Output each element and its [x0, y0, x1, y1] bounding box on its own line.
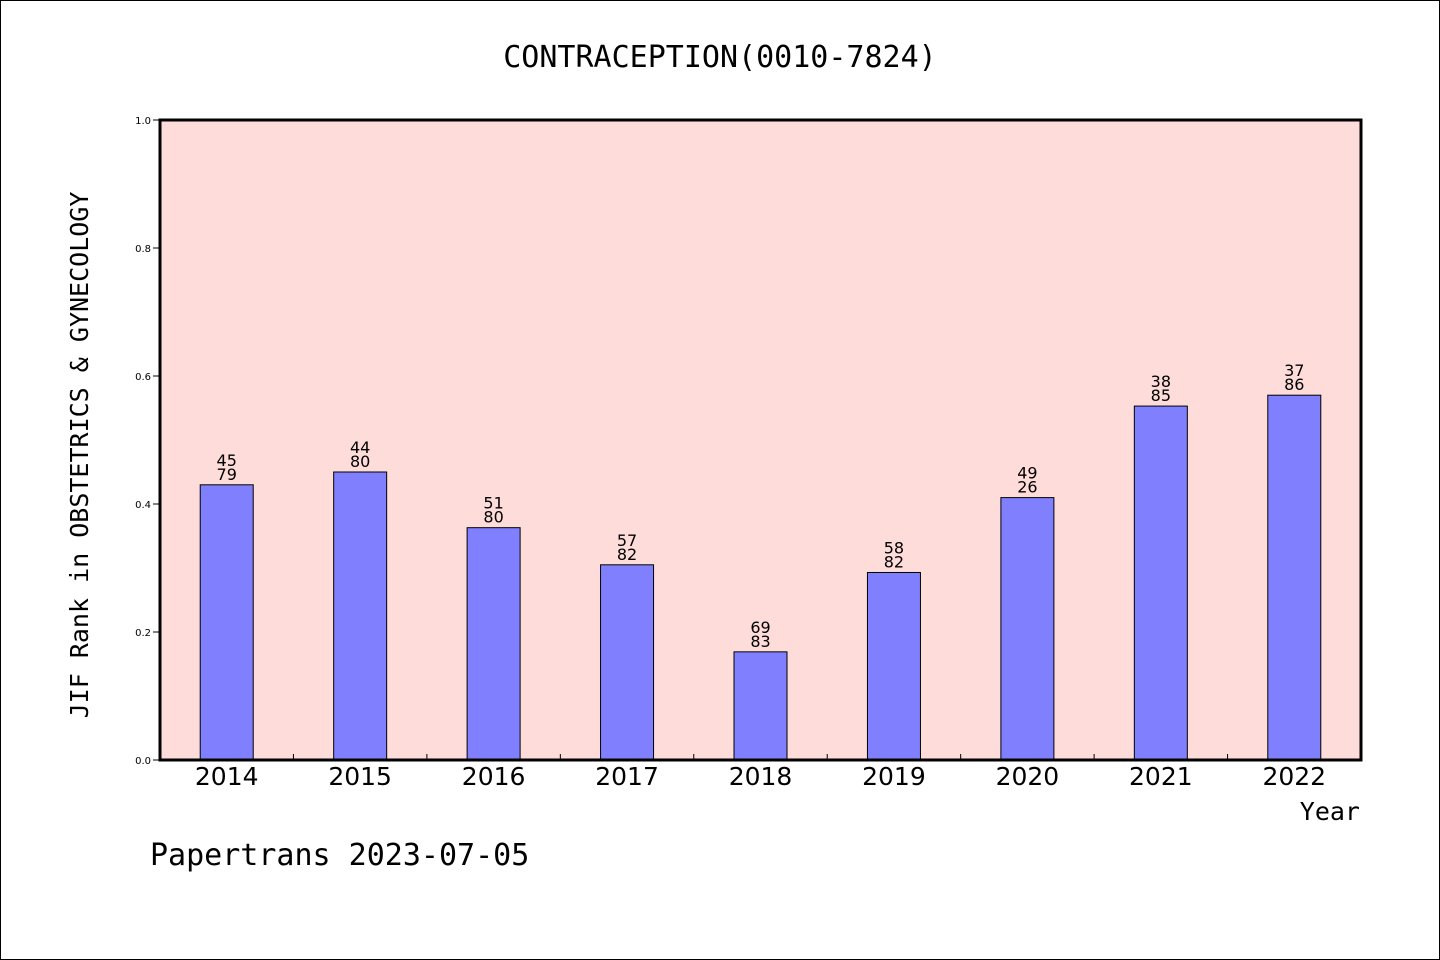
y-tick-label: 0.8 — [135, 244, 151, 255]
x-tick-label-2016: 2016 — [462, 762, 526, 791]
y-axis: 0.0 0.2 0.4 0.6 0.8 1.0 — [135, 116, 160, 767]
bar-2021 — [1133, 405, 1188, 761]
x-tick-label-2021: 2021 — [1129, 762, 1193, 791]
plot-border — [158, 118, 1363, 762]
y-tick-label: 0.0 — [135, 756, 151, 767]
bar-2019 — [866, 571, 921, 761]
x-tick-label-2017: 2017 — [595, 762, 659, 791]
bar-label-total: 79 — [217, 465, 237, 484]
bar-2020 — [1000, 497, 1055, 761]
x-axis-label: Year — [1300, 797, 1360, 826]
x-tick-label-2019: 2019 — [862, 762, 926, 791]
bar-label-total: 85 — [1151, 386, 1171, 405]
bar-label-total: 26 — [1017, 478, 1037, 497]
bar-label-rank: 69 — [750, 618, 770, 637]
chart-title: CONTRACEPTION(0010-7824) — [503, 40, 936, 75]
bar-label-rank: 38 — [1151, 372, 1171, 391]
bar-label-rank: 37 — [1284, 361, 1304, 380]
y-tick-label: 0.6 — [135, 372, 151, 383]
y-axis-label: JIF Rank in OBSTETRICS & GYNECOLOGY — [65, 192, 94, 719]
y-tick-label: 0.2 — [135, 628, 151, 639]
x-tick-label-2018: 2018 — [729, 762, 793, 791]
x-tick-label-2015: 2015 — [328, 762, 392, 791]
footer-credit: Papertrans 2023-07-05 — [150, 838, 529, 873]
x-tick-label-2014: 2014 — [195, 762, 259, 791]
bar-label-rank: 45 — [217, 451, 237, 470]
bar-label-rank: 58 — [884, 538, 904, 557]
bars-group — [199, 394, 1322, 761]
x-tick-label-2020: 2020 — [996, 762, 1060, 791]
x-axis: 2014 2015 2016 2017 2018 2019 2020 2021 2022 — [195, 754, 1326, 791]
bar-2016 — [466, 527, 521, 761]
bar-2022 — [1267, 394, 1322, 761]
bar-label-rank: 57 — [617, 531, 637, 550]
bar-label-total: 83 — [750, 632, 770, 651]
bar-2014 — [199, 484, 254, 761]
bar-label-rank: 44 — [350, 438, 370, 457]
bar-2015 — [333, 471, 388, 761]
y-tick-label: 1.0 — [135, 116, 151, 127]
bar-label-total: 80 — [483, 508, 503, 527]
bar-label-rank: 51 — [483, 494, 503, 513]
bar-label-total: 82 — [884, 552, 904, 571]
bar-2017 — [600, 564, 655, 761]
bar-label-total: 82 — [617, 545, 637, 564]
y-tick-label: 0.4 — [135, 500, 151, 511]
bar-label-total: 80 — [350, 452, 370, 471]
x-tick-label-2022: 2022 — [1262, 762, 1326, 791]
bar-label-total: 86 — [1284, 375, 1304, 394]
bar-label-rank: 49 — [1017, 464, 1037, 483]
bar-2018 — [733, 651, 788, 761]
